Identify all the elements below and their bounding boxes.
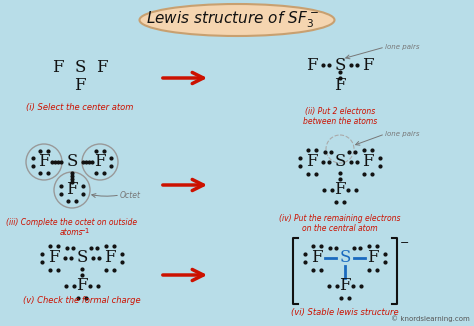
- Text: F: F: [334, 77, 346, 94]
- Text: F: F: [306, 56, 318, 73]
- Text: F: F: [74, 78, 86, 95]
- Text: (iv) Put the remaining electrons
on the central atom: (iv) Put the remaining electrons on the …: [279, 214, 401, 233]
- Ellipse shape: [139, 4, 335, 36]
- Text: lone pairs: lone pairs: [385, 44, 419, 50]
- Text: S: S: [339, 249, 351, 266]
- Text: S: S: [66, 154, 78, 170]
- Text: F: F: [339, 277, 351, 294]
- Text: F: F: [311, 249, 323, 266]
- Text: F: F: [104, 249, 116, 266]
- Text: F: F: [48, 249, 60, 266]
- Text: S: S: [74, 60, 86, 77]
- Text: F: F: [362, 154, 374, 170]
- Text: F: F: [52, 60, 64, 77]
- Text: F: F: [76, 277, 88, 294]
- Text: F: F: [334, 182, 346, 199]
- Text: $\it{Lewis\ structure\ of\ SF_3^-}$: $\it{Lewis\ structure\ of\ SF_3^-}$: [146, 10, 319, 30]
- Text: S: S: [334, 56, 346, 73]
- Text: F: F: [66, 182, 78, 199]
- Text: Octet: Octet: [120, 190, 141, 200]
- Text: F: F: [96, 60, 108, 77]
- Text: (i) Select the center atom: (i) Select the center atom: [27, 103, 134, 112]
- Text: F: F: [362, 56, 374, 73]
- Text: (vi) Stable lewis structure: (vi) Stable lewis structure: [291, 308, 399, 317]
- Text: © knordslearning.com: © knordslearning.com: [391, 315, 470, 322]
- Text: F: F: [367, 249, 379, 266]
- Text: (v) Check the formal charge: (v) Check the formal charge: [23, 296, 141, 305]
- Text: −: −: [400, 238, 410, 248]
- Text: (ii) Put 2 electrons
between the atoms: (ii) Put 2 electrons between the atoms: [303, 107, 377, 126]
- Text: lone pairs: lone pairs: [385, 131, 419, 137]
- Text: (iii) Complete the octet on outside
atoms: (iii) Complete the octet on outside atom…: [7, 218, 137, 237]
- Text: $^{-1}$: $^{-1}$: [79, 228, 91, 238]
- Text: F: F: [94, 154, 106, 170]
- Text: F: F: [38, 154, 50, 170]
- Text: S: S: [76, 249, 88, 266]
- Text: F: F: [306, 154, 318, 170]
- Text: S: S: [334, 154, 346, 170]
